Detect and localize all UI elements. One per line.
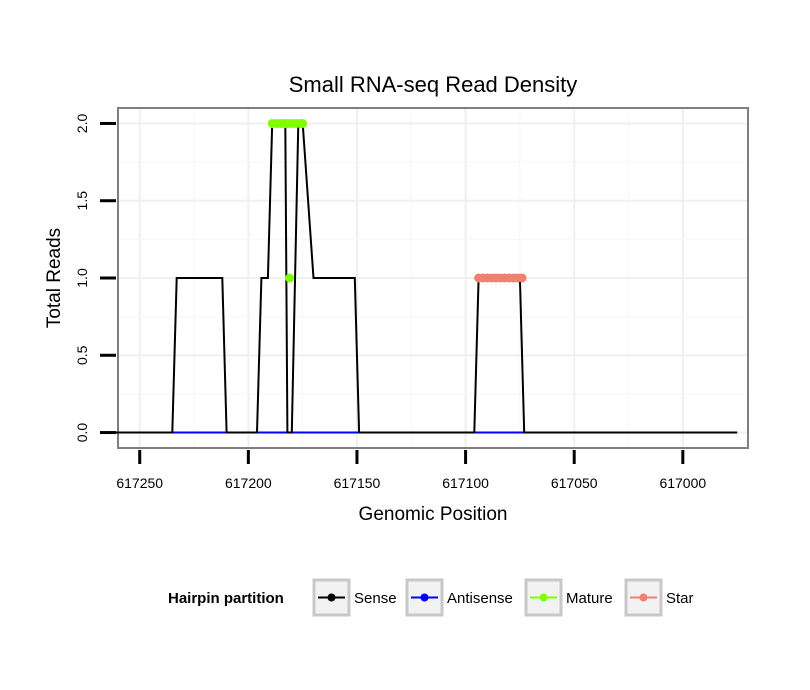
plot-panel [117, 107, 749, 449]
y-tick-label: 2.0 [74, 114, 90, 134]
data-point-mature [298, 118, 308, 128]
data-point-star [517, 273, 527, 283]
chart-title: Small RNA-seq Read Density [289, 72, 578, 97]
x-tick-label: 617150 [334, 475, 381, 491]
legend-label-sense: Sense [354, 590, 397, 607]
legend-label-antisense: Antisense [447, 590, 513, 607]
y-axis: 0.0 0.5 1.0 1.5 2.0 [74, 114, 116, 443]
x-tick-label: 617000 [659, 475, 706, 491]
x-axis: 617250 617200 617150 617100 617050 617000 [116, 450, 706, 491]
y-axis-label: Total Reads [44, 228, 65, 328]
legend-key-point-antisense [420, 593, 429, 602]
legend-key-point-mature [539, 593, 548, 602]
legend-label-star: Star [666, 590, 694, 607]
legend-key-point-star [639, 593, 648, 602]
data-point-mature [285, 273, 295, 283]
y-tick-label: 0.5 [74, 345, 90, 365]
series-layer [115, 118, 738, 434]
series-line-sense [115, 122, 738, 434]
y-tick-label: 0.0 [74, 423, 90, 443]
plot-panel-border [117, 107, 749, 449]
legend-title: Hairpin partition [168, 590, 284, 607]
x-tick-label: 617200 [225, 475, 272, 491]
y-tick-label: 1.5 [74, 191, 90, 211]
y-tick-label: 1.0 [74, 268, 90, 288]
legend-key-point-sense [327, 593, 336, 602]
legend-label-mature: Mature [566, 590, 613, 607]
legend: Hairpin partition Sense Antisense Mature St… [168, 578, 694, 617]
x-tick-label: 617100 [442, 475, 489, 491]
x-tick-label: 617050 [551, 475, 598, 491]
x-axis-label: Genomic Position [359, 504, 508, 525]
x-tick-label: 617250 [116, 475, 163, 491]
